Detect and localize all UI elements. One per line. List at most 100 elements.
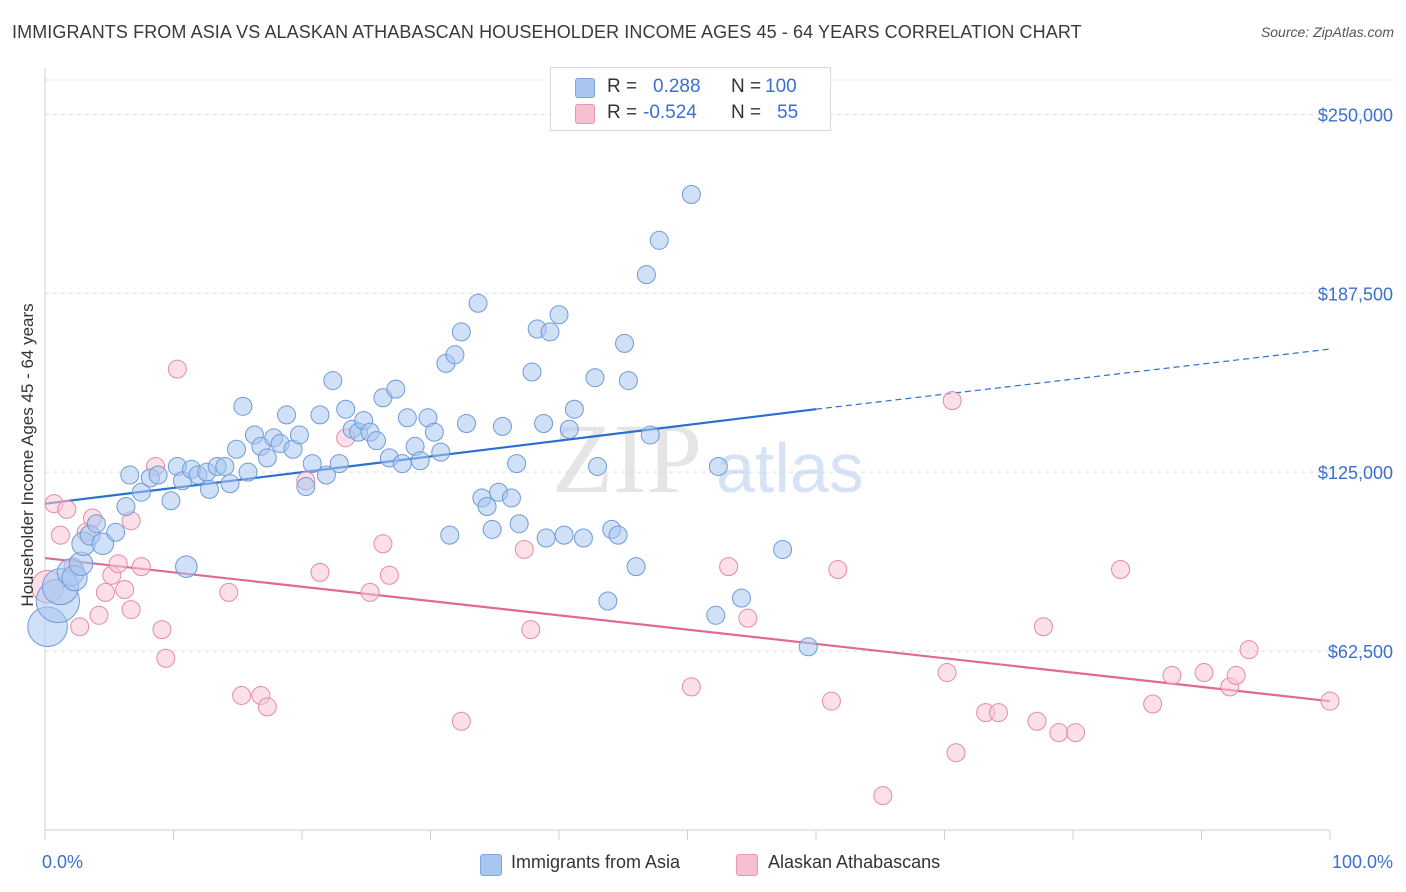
point-immigrant-from-asia (392, 454, 412, 474)
point-alaskan-athabascan (1111, 560, 1131, 580)
legend-n-value-asia: 100 (765, 76, 797, 97)
point-immigrant-from-asia (588, 456, 608, 476)
point-immigrant-from-asia (310, 405, 330, 425)
point-immigrant-from-asia (106, 522, 126, 542)
point-immigrant-from-asia (507, 454, 527, 474)
point-immigrant-from-asia (626, 557, 646, 577)
point-alaskan-athabascan (115, 580, 135, 600)
point-immigrant-from-asia (640, 425, 660, 445)
point-immigrant-from-asia (706, 605, 726, 625)
point-immigrant-from-asia (492, 416, 512, 436)
point-alaskan-athabascan (108, 554, 128, 574)
point-immigrant-from-asia (501, 488, 521, 508)
point-alaskan-athabascan (1226, 665, 1246, 685)
point-alaskan-athabascan (131, 557, 151, 577)
point-immigrant-from-asia (316, 465, 336, 485)
point-alaskan-athabascan (942, 391, 962, 411)
point-immigrant-from-asia (451, 322, 471, 342)
legend-r-label: R = (607, 102, 638, 123)
series-alaskan-athabascans (30, 359, 1340, 806)
point-immigrant-from-asia (323, 371, 343, 391)
point-alaskan-athabascan (451, 711, 471, 731)
correlation-legend: R = 0.288 N = 100 R = -0.524 N = 55 (550, 67, 831, 131)
y-tick-label: $62,500 (1328, 642, 1393, 662)
point-alaskan-athabascan (167, 359, 187, 379)
point-immigrant-from-asia (554, 525, 574, 545)
source-label: Source: ZipAtlas.com (1260, 24, 1394, 40)
point-immigrant-from-asia (336, 399, 356, 419)
point-immigrant-from-asia (731, 588, 751, 608)
point-immigrant-from-asia (615, 333, 635, 353)
point-immigrant-from-asia (289, 425, 309, 445)
point-immigrant-from-asia (522, 362, 542, 382)
point-alaskan-athabascan (521, 620, 541, 640)
point-immigrant-from-asia (329, 454, 349, 474)
y-tick-label: $187,500 (1318, 284, 1393, 304)
trend-lines (44, 348, 1331, 703)
point-immigrant-from-asia (199, 479, 219, 499)
point-immigrant-from-asia (649, 230, 669, 250)
point-immigrant-from-asia (220, 474, 240, 494)
point-immigrant-from-asia (91, 532, 115, 556)
point-alaskan-athabascan (70, 617, 90, 637)
point-alaskan-athabascan (95, 582, 115, 602)
axes (44, 68, 1331, 840)
point-alaskan-athabascan (373, 534, 393, 554)
point-alaskan-athabascan (257, 697, 277, 717)
point-immigrant-from-asia (456, 414, 476, 434)
point-immigrant-from-asia (708, 456, 728, 476)
y-tick-label: $250,000 (1318, 105, 1393, 125)
point-immigrant-from-asia (573, 528, 593, 548)
point-immigrant-from-asia (386, 379, 406, 399)
point-immigrant-from-asia (161, 491, 181, 511)
point-immigrant-from-asia (233, 396, 253, 416)
point-alaskan-athabascan (1033, 617, 1053, 637)
y-tick-label: $125,000 (1318, 463, 1393, 483)
point-alaskan-athabascan (514, 539, 534, 559)
point-alaskan-athabascan (738, 608, 758, 628)
point-alaskan-athabascan (1049, 723, 1069, 743)
point-immigrant-from-asia (598, 591, 618, 611)
point-immigrant-from-asia (477, 497, 497, 517)
point-immigrant-from-asia (86, 514, 106, 534)
watermark-atlas: atlas (716, 429, 864, 507)
point-alaskan-athabascan (360, 582, 380, 602)
point-immigrant-from-asia (482, 519, 502, 539)
tick-labels: $62,500 $125,000 $187,500 $250,000 0.0% 100.0… (42, 105, 1393, 872)
y-axis-label: Householder Income Ages 45 - 64 years (18, 303, 37, 606)
watermark: ZIP atlas (552, 403, 864, 514)
series-immigrants-from-asia (27, 185, 818, 657)
point-immigrant-from-asia (681, 185, 701, 205)
point-immigrant-from-asia (559, 419, 579, 439)
point-immigrant-from-asia (120, 465, 140, 485)
point-alaskan-athabascan (946, 743, 966, 763)
point-immigrant-from-asia (773, 539, 793, 559)
point-immigrant-from-asia (277, 405, 297, 425)
point-immigrant-from-asia (509, 514, 529, 534)
trendline-asia-extension (815, 348, 1331, 410)
point-immigrant-from-asia (798, 637, 818, 657)
legend-r-value-asia: 0.288 (653, 76, 701, 97)
series-legend-swatch-asia (480, 854, 502, 876)
point-immigrant-from-asia (175, 555, 198, 578)
legend-swatch-asia (575, 78, 595, 98)
series-legend-swatch-athabascan (736, 854, 758, 876)
series-legend-label-asia: Immigrants from Asia (511, 852, 681, 872)
point-alaskan-athabascan (50, 525, 70, 545)
point-immigrant-from-asia (131, 482, 151, 502)
point-alaskan-athabascan (89, 605, 109, 625)
watermark-zip: ZIP (552, 403, 702, 514)
point-alaskan-athabascan (873, 786, 893, 806)
point-immigrant-from-asia (445, 345, 465, 365)
point-alaskan-athabascan (719, 557, 739, 577)
point-alaskan-athabascan (121, 600, 141, 620)
point-alaskan-athabascan (1239, 640, 1259, 660)
legend-r-value-athabascan: -0.524 (643, 102, 697, 123)
point-immigrant-from-asia (564, 399, 584, 419)
point-alaskan-athabascan (1027, 711, 1047, 731)
point-immigrant-from-asia (238, 462, 258, 482)
point-immigrant-from-asia (440, 525, 460, 545)
point-alaskan-athabascan (1162, 665, 1182, 685)
legend-n-label: N = (731, 102, 762, 123)
